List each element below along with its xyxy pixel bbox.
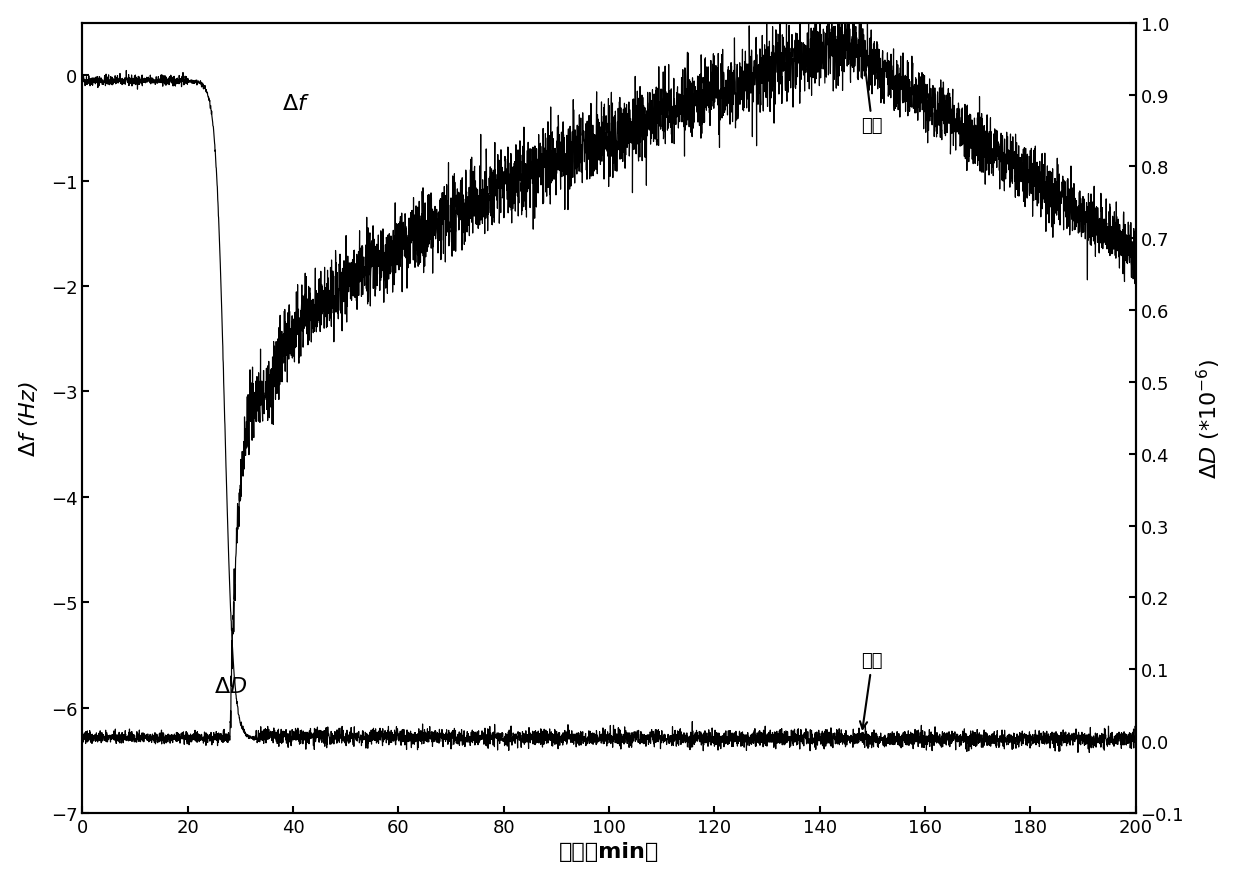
Text: 冲洗: 冲洗 (861, 651, 883, 729)
Text: 冲洗: 冲洗 (859, 47, 883, 135)
Y-axis label: $\Delta D$ (*10$^{-6}$): $\Delta D$ (*10$^{-6}$) (1195, 358, 1224, 479)
Text: $\Delta f$: $\Delta f$ (283, 94, 310, 114)
Y-axis label: $\Delta f$ (Hz): $\Delta f$ (Hz) (16, 380, 40, 456)
Text: $\Delta D$: $\Delta D$ (215, 676, 247, 696)
X-axis label: 时间（min）: 时间（min） (559, 841, 660, 861)
